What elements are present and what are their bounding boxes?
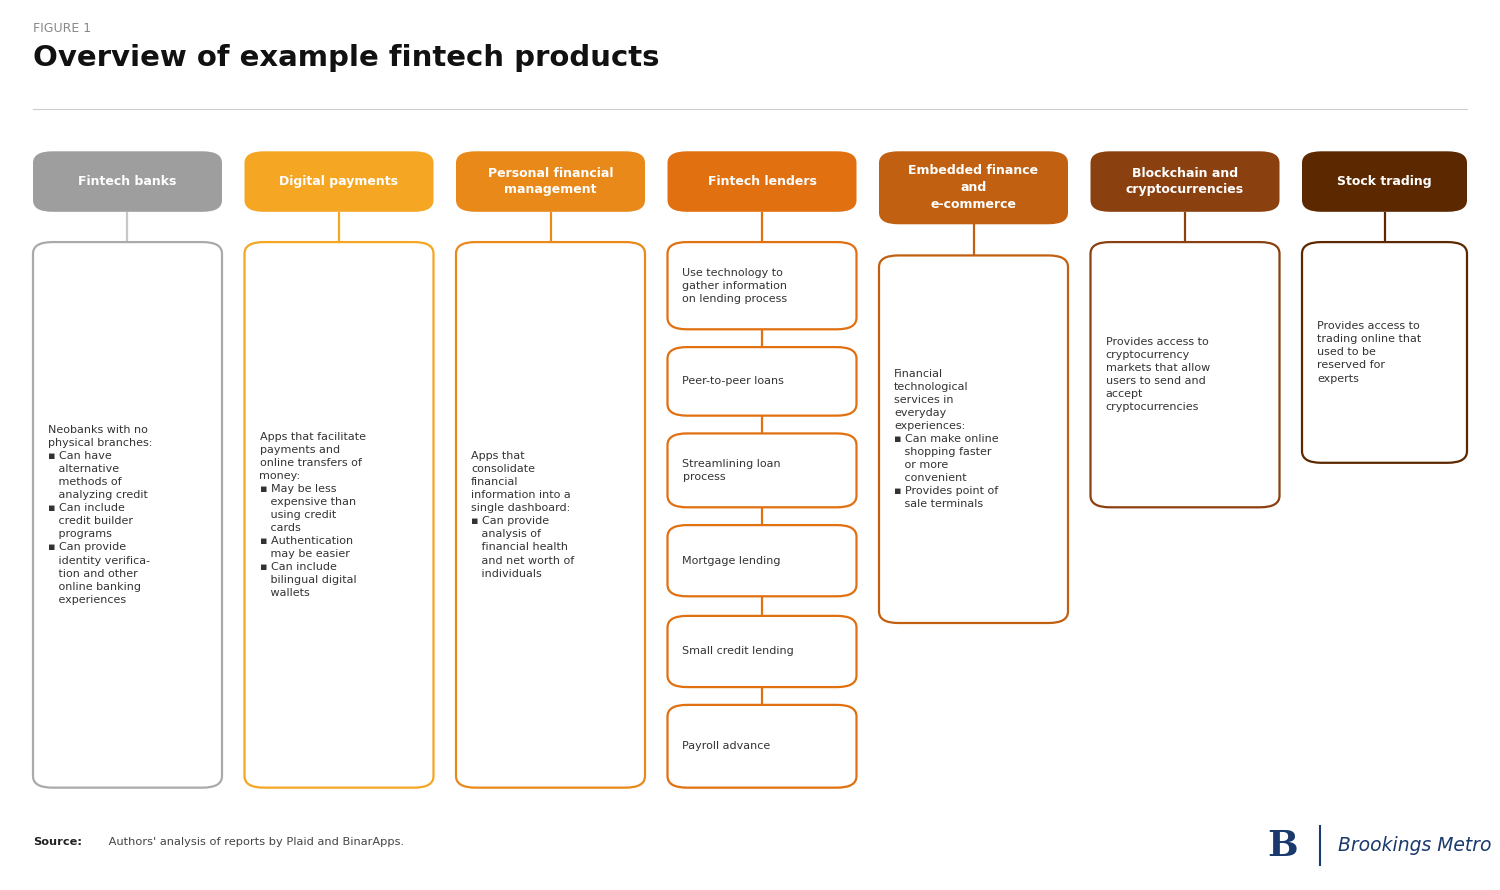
Text: Payroll advance: Payroll advance xyxy=(682,741,771,751)
FancyBboxPatch shape xyxy=(1302,242,1467,463)
Text: FIGURE 1: FIGURE 1 xyxy=(33,22,92,36)
FancyBboxPatch shape xyxy=(33,151,222,212)
Text: B: B xyxy=(1268,829,1298,862)
FancyBboxPatch shape xyxy=(879,255,1068,623)
FancyBboxPatch shape xyxy=(244,151,434,212)
FancyBboxPatch shape xyxy=(668,525,856,596)
FancyBboxPatch shape xyxy=(668,151,856,212)
Text: Use technology to
gather information
on lending process: Use technology to gather information on … xyxy=(682,268,788,303)
FancyBboxPatch shape xyxy=(1090,151,1280,212)
FancyBboxPatch shape xyxy=(456,151,645,212)
Text: Authors' analysis of reports by Plaid and BinarApps.: Authors' analysis of reports by Plaid an… xyxy=(105,837,404,847)
Text: Apps that
consolidate
financial
information into a
single dashboard:
▪ Can provi: Apps that consolidate financial informat… xyxy=(471,451,574,578)
Text: Streamlining loan
process: Streamlining loan process xyxy=(682,459,782,481)
Text: Peer-to-peer loans: Peer-to-peer loans xyxy=(682,376,784,386)
Text: Embedded finance
and
e-commerce: Embedded finance and e-commerce xyxy=(909,165,1038,211)
FancyBboxPatch shape xyxy=(879,151,1068,224)
FancyBboxPatch shape xyxy=(668,347,856,416)
FancyBboxPatch shape xyxy=(1090,242,1280,507)
Text: Digital payments: Digital payments xyxy=(279,175,399,188)
Text: Brookings Metro: Brookings Metro xyxy=(1338,836,1491,855)
Text: Provides access to
trading online that
used to be
reserved for
experts: Provides access to trading online that u… xyxy=(1317,321,1422,384)
Text: Blockchain and
cryptocurrencies: Blockchain and cryptocurrencies xyxy=(1126,166,1244,197)
Text: Mortgage lending: Mortgage lending xyxy=(682,555,782,566)
FancyBboxPatch shape xyxy=(668,433,856,507)
Text: Fintech lenders: Fintech lenders xyxy=(708,175,816,188)
FancyBboxPatch shape xyxy=(33,242,222,788)
Text: Personal financial
management: Personal financial management xyxy=(488,166,614,197)
Text: Source:: Source: xyxy=(33,837,82,847)
Text: Small credit lending: Small credit lending xyxy=(682,646,795,657)
Text: Overview of example fintech products: Overview of example fintech products xyxy=(33,44,660,72)
Text: Stock trading: Stock trading xyxy=(1336,175,1432,188)
FancyBboxPatch shape xyxy=(1302,151,1467,212)
Text: Financial
technological
services in
everyday
experiences:
▪ Can make online
   s: Financial technological services in ever… xyxy=(894,369,999,509)
Text: Fintech banks: Fintech banks xyxy=(78,175,177,188)
FancyBboxPatch shape xyxy=(668,705,856,788)
Text: Neobanks with no
physical branches:
▪ Can have
   alternative
   methods of
   a: Neobanks with no physical branches: ▪ Ca… xyxy=(48,425,153,604)
FancyBboxPatch shape xyxy=(244,242,434,788)
FancyBboxPatch shape xyxy=(668,616,856,687)
FancyBboxPatch shape xyxy=(456,242,645,788)
Text: Provides access to
cryptocurrency
markets that allow
users to send and
accept
cr: Provides access to cryptocurrency market… xyxy=(1106,337,1209,412)
Text: Apps that facilitate
payments and
online transfers of
money:
▪ May be less
   ex: Apps that facilitate payments and online… xyxy=(260,432,366,598)
FancyBboxPatch shape xyxy=(668,242,856,329)
